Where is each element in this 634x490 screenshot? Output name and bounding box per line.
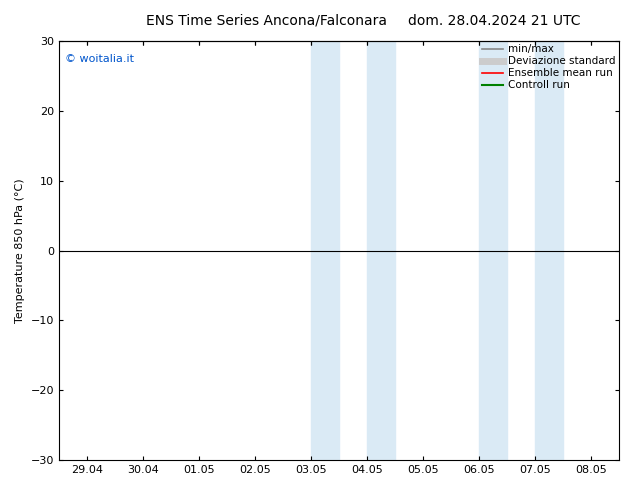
Bar [311,41,339,460]
Text: ENS Time Series Ancona/Falconara: ENS Time Series Ancona/Falconara [146,14,387,28]
Bar [367,41,395,460]
Text: © woitalia.it: © woitalia.it [65,53,134,64]
Legend: min/max, Deviazione standard, Ensemble mean run, Controll run: min/max, Deviazione standard, Ensemble m… [482,44,616,91]
Bar [479,41,507,460]
Text: dom. 28.04.2024 21 UTC: dom. 28.04.2024 21 UTC [408,14,581,28]
Bar [535,41,563,460]
Y-axis label: Temperature 850 hPa (°C): Temperature 850 hPa (°C) [15,178,25,323]
